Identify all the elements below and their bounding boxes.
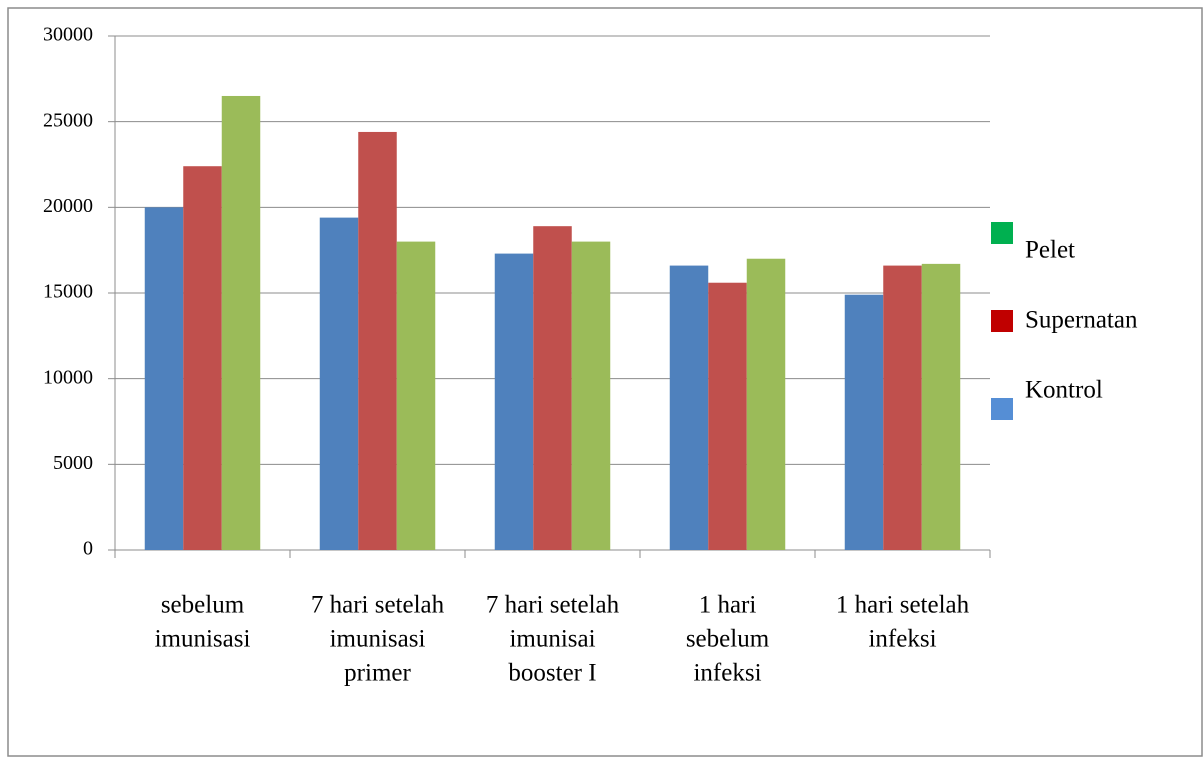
bar (571, 241, 611, 550)
y-tick-label: 5000 (53, 452, 93, 474)
y-tick-label: 0 (83, 538, 93, 560)
bar (708, 282, 747, 550)
x-tick-label: 7 hari setelah (486, 592, 620, 619)
x-tick-label: 1 hari setelah (836, 592, 970, 619)
bar (144, 207, 184, 551)
x-tick-label: 1 hari (699, 592, 757, 619)
y-tick-label: 15000 (43, 281, 93, 303)
bar (396, 241, 436, 550)
bar (533, 226, 572, 550)
x-tick-label: 7 hari setelah (311, 592, 445, 619)
bar (669, 265, 709, 550)
x-tick-label: booster I (508, 660, 596, 687)
bar (183, 166, 222, 551)
x-tick-label: infeksi (868, 626, 936, 653)
x-tick-label: primer (344, 660, 411, 687)
x-tick-label: imunisai (509, 626, 595, 653)
x-tick-label: infeksi (693, 660, 761, 687)
legend-label: Pelet (1025, 237, 1075, 264)
legend-label: Supernatan (1025, 307, 1138, 334)
y-tick-label: 25000 (43, 109, 93, 131)
legend-marker (991, 222, 1013, 244)
legend-label: Kontrol (1025, 377, 1103, 404)
bar (221, 95, 261, 550)
y-tick-label: 30000 (43, 24, 93, 46)
legend-marker (991, 398, 1013, 420)
bar (358, 131, 397, 551)
x-tick-label: sebelum (686, 626, 770, 653)
bar (883, 265, 922, 550)
y-tick-label: 20000 (43, 195, 93, 217)
bar (746, 258, 786, 550)
y-tick-label: 10000 (43, 366, 93, 388)
bar (494, 253, 534, 551)
bar (844, 294, 884, 550)
x-tick-label: imunisasi (330, 626, 426, 653)
x-tick-label: imunisasi (155, 626, 251, 653)
bar (921, 263, 961, 550)
legend-marker (991, 310, 1013, 332)
x-tick-label: sebelum (161, 592, 245, 619)
bar (319, 217, 359, 550)
